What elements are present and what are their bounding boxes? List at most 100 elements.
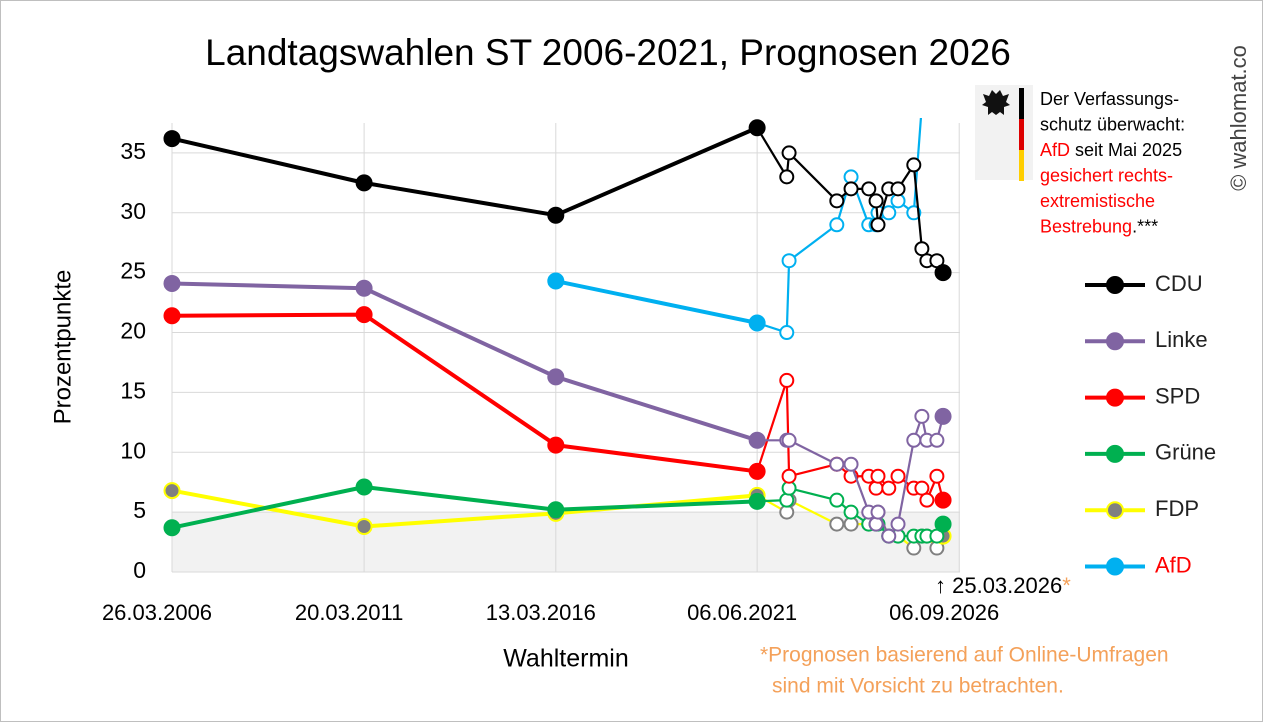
notice-part: Bestrebung [1040, 216, 1132, 236]
notice-part: .*** [1132, 216, 1158, 236]
legend-marker [1106, 501, 1124, 520]
notice-line: extremistische [1040, 191, 1155, 211]
eagle [982, 90, 1010, 115]
flag-red [1019, 119, 1024, 150]
legend-label: AfD [1155, 552, 1192, 577]
forecast-marker [781, 253, 797, 269]
legend-label: FDP [1155, 496, 1199, 521]
marker [934, 515, 952, 533]
legend-item: AfD [1085, 552, 1192, 577]
forecast-marker [881, 528, 897, 544]
series-line [171, 125, 758, 218]
legend-marker [1106, 557, 1124, 576]
series-line [171, 484, 758, 530]
y-tick-label: 25 [120, 258, 146, 284]
marker [547, 206, 565, 224]
threshold-band [172, 512, 960, 572]
forecast-marker [843, 181, 859, 197]
forecast-marker [779, 169, 795, 185]
forecast-marker [829, 217, 845, 233]
forecast-marker [781, 432, 797, 448]
marker [355, 478, 373, 496]
marker [934, 407, 952, 425]
flag-black [1019, 88, 1024, 119]
forecast-marker [870, 504, 886, 520]
legend-item: Linke [1085, 327, 1208, 352]
marker [748, 431, 766, 449]
marker [355, 279, 373, 297]
marker [547, 501, 565, 519]
x-tick-label: 06.09.2026 [889, 600, 999, 625]
forecast-marker [890, 468, 906, 484]
marker [748, 314, 766, 332]
notice-line: schutz überwacht: [1040, 114, 1185, 134]
forecast-marker [914, 408, 930, 424]
notice-part: seit Mai 2025 [1070, 140, 1182, 160]
marker [163, 274, 181, 292]
notice-part: gesichert rechts- [1040, 165, 1173, 185]
watermark: © wahlomat.co [1226, 45, 1251, 191]
x-tick-label: 06.06.2021 [687, 600, 797, 625]
marker [748, 462, 766, 480]
forecast-marker [868, 480, 884, 496]
forecast-marker [779, 492, 795, 508]
forecast-marker [890, 181, 906, 197]
forecast-marker [781, 468, 797, 484]
marker [748, 492, 766, 510]
marker [547, 272, 565, 290]
notice-line: AfD seit Mai 2025 [1040, 140, 1182, 160]
footnote-line: *Prognosen basierend auf Online-Umfragen [760, 644, 1169, 667]
y-axis-label: Prozentpunkte [49, 270, 76, 425]
plot-area [163, 118, 952, 556]
legend-item: Grüne [1085, 440, 1216, 465]
forecast-marker [870, 468, 886, 484]
forecast-marker [829, 516, 845, 532]
marker [547, 368, 565, 386]
marker [355, 174, 373, 192]
notice-line: Der Verfassungs- [1040, 89, 1179, 109]
marker [163, 307, 181, 325]
notice-part: extremistische [1040, 191, 1155, 211]
marker [934, 264, 952, 282]
forecast-marker [829, 492, 845, 508]
series-line [171, 281, 758, 443]
forecast-marker [779, 325, 795, 341]
marker [748, 119, 766, 137]
legend-marker [1106, 332, 1124, 351]
y-tick-label: 35 [120, 138, 146, 164]
date-note-part: ↑ 25.03.2026 [935, 573, 1062, 598]
legend-marker [1106, 444, 1124, 463]
legend-label: SPD [1155, 383, 1200, 408]
date-note: ↑ 25.03.2026* [935, 573, 1071, 598]
flag-gold [1019, 150, 1024, 181]
forecast-marker [929, 432, 945, 448]
marker [355, 306, 373, 324]
y-tick-label: 20 [120, 318, 146, 344]
forecast-marker [906, 432, 922, 448]
date-note-part: * [1062, 573, 1071, 598]
forecast-marker [843, 456, 859, 472]
legend-label: CDU [1155, 271, 1203, 296]
notice-part: AfD [1040, 140, 1070, 160]
notice-line: Bestrebung.*** [1040, 216, 1158, 236]
legend-label: Grüne [1155, 440, 1216, 465]
forecast-marker [881, 205, 897, 221]
forecast-marker [861, 181, 877, 197]
series-line [171, 312, 758, 474]
marker [163, 519, 181, 537]
y-tick-label: 5 [133, 497, 146, 523]
notice-part: Der Verfassungs- [1040, 89, 1179, 109]
forecast-marker [868, 193, 884, 209]
y-tick-label: 30 [120, 198, 146, 224]
legend-marker [1106, 388, 1124, 407]
y-tick-label: 0 [133, 557, 146, 583]
x-tick-label: 13.03.2016 [486, 600, 596, 625]
x-tick-label: 20.03.2011 [295, 600, 403, 625]
x-tick-label: 26.03.2006 [102, 600, 212, 625]
series-line [555, 279, 758, 325]
forecast-marker [779, 372, 795, 388]
x-axis-label: Wahltermin [503, 645, 629, 673]
